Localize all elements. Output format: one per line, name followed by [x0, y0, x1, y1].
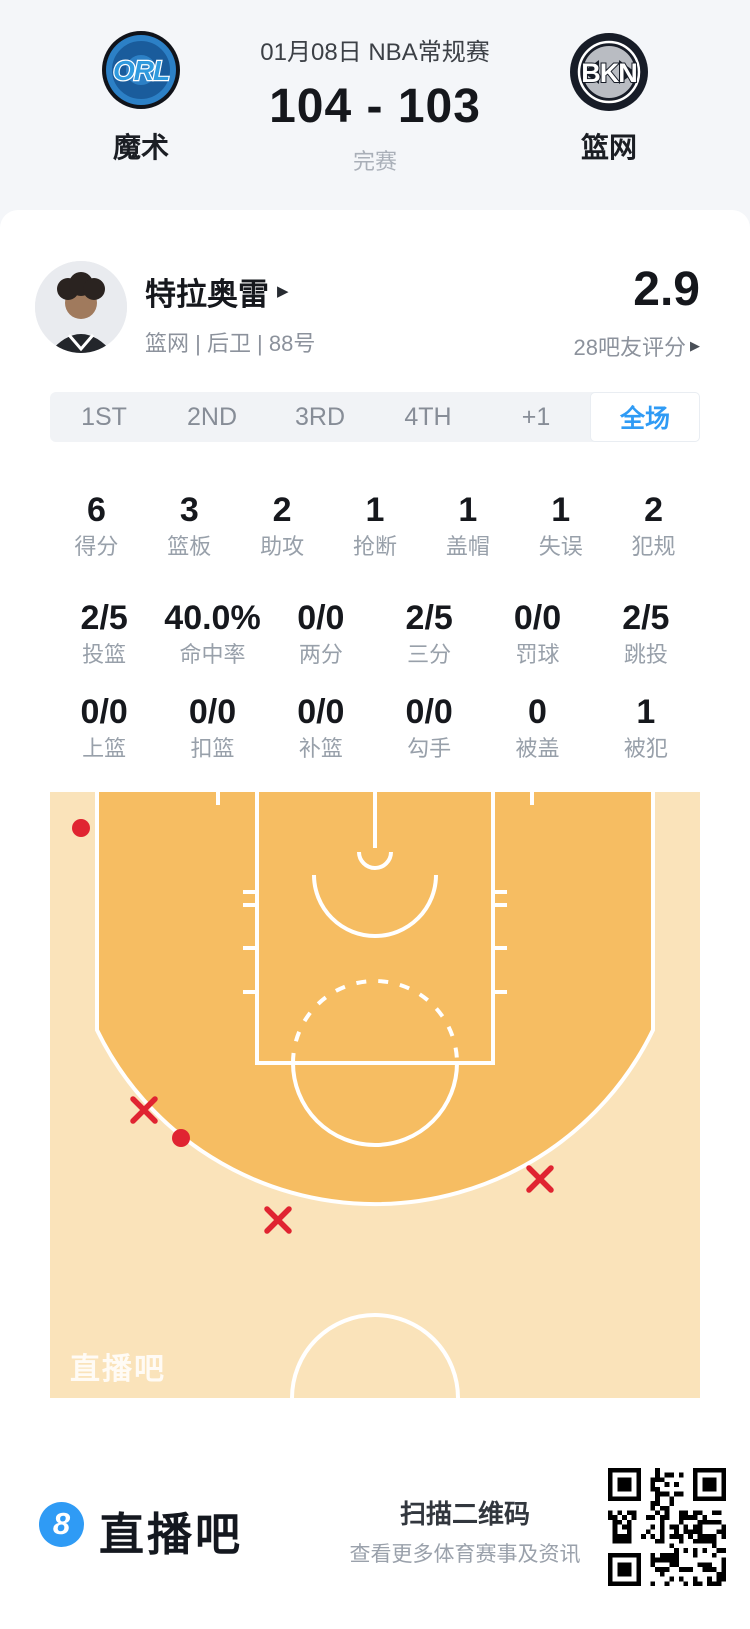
scan-hint: 扫描二维码 查看更多体育赛事及资讯: [340, 1499, 590, 1568]
shot-marker-layer: [72, 819, 554, 1234]
stat-dunk: 0/0 扣篮: [188, 693, 237, 761]
player-name-row[interactable]: 特拉奥雷 ▶: [145, 270, 289, 312]
home-team-name[interactable]: 魔术: [112, 132, 169, 163]
period-tabbar: 1ST 2ND 3RD 4TH +1 全场: [50, 392, 700, 442]
stat-putback: 0/0 补篮: [297, 693, 345, 761]
missed-shot-marker: [526, 1165, 554, 1193]
player-avatar-image: [35, 261, 127, 353]
match-status: 完赛: [352, 149, 397, 174]
free-throw-circle-solid: [291, 1062, 459, 1147]
qr-code: [608, 1468, 726, 1586]
svg-text:BKN: BKN: [581, 58, 637, 88]
player-meta: 篮网 | 后卫 | 88号: [145, 331, 316, 356]
brand-name: 直播吧: [99, 1509, 244, 1560]
team-logo-orl-icon[interactable]: ORL: [101, 30, 181, 110]
scan-subtitle: 查看更多体育赛事及资讯: [349, 1543, 581, 1566]
tab-4th[interactable]: 4TH: [404, 402, 452, 431]
missed-shot-marker: [130, 1096, 158, 1124]
stat-blocked: 0 被盖: [515, 693, 560, 761]
stat-turnovers: 1 失误: [538, 491, 583, 559]
tab-full[interactable]: 全场: [590, 392, 700, 442]
stat-2pt: 0/0 两分: [297, 599, 345, 667]
tab-1st[interactable]: 1ST: [81, 402, 127, 431]
stat-fouls: 2 犯规: [631, 491, 676, 559]
score-block: 01月08日 NBA常规赛 104 - 103 完赛: [185, 0, 565, 176]
restricted-area-arc: [312, 874, 438, 938]
stat-steals: 1 抢断: [352, 491, 397, 559]
stat-rebounds: 3 篮板: [167, 491, 212, 559]
court-watermark: 直播吧: [70, 1353, 166, 1386]
stat-3pt: 2/5 三分: [405, 599, 453, 667]
scan-title: 扫描二维码: [399, 1499, 530, 1529]
center-circle-arc: [290, 1313, 460, 1399]
lane-ticks-right: [493, 890, 507, 994]
baseline-ticks: [216, 792, 534, 805]
caret-right-icon: ▶: [690, 338, 700, 353]
stat-fg-pct: 40.0% 命中率: [164, 599, 261, 667]
stat-jumpshot: 2/5 跳投: [622, 599, 670, 667]
stat-row-shooting: 2/5 投篮 40.0% 命中率 0/0 两分 2/5 三分 0/0 罚球 2/5 跳投: [50, 598, 700, 668]
rating-link-label: 28吧友评分: [573, 335, 686, 360]
player-name: 特拉奥雷: [145, 276, 269, 312]
stat-assists: 2 助攻: [260, 491, 305, 559]
player-rating: 2.9: [633, 263, 700, 316]
missed-shot-marker: [264, 1206, 292, 1234]
match-score: 104 - 103: [269, 80, 481, 133]
made-shot-marker: [172, 1129, 190, 1147]
stat-layup: 0/0 上篮: [80, 693, 128, 761]
stat-fg: 2/5 投篮: [80, 599, 128, 667]
made-shot-marker: [72, 819, 90, 837]
three-point-line: [95, 792, 655, 1207]
shot-chart: 直播吧: [50, 792, 700, 1399]
tab-ot[interactable]: +1: [521, 402, 551, 431]
caret-right-icon: ▶: [277, 283, 289, 300]
svg-text:ORL: ORL: [113, 55, 169, 86]
stat-blocks: 1 盖帽: [445, 491, 490, 559]
away-team-name[interactable]: 篮网: [580, 132, 637, 163]
lane-ticks-left: [243, 890, 257, 994]
stat-row-shot-types: 0/0 上篮 0/0 扣篮 0/0 补篮 0/0 勾手 0 被盖 1 被犯: [50, 692, 700, 762]
stat-hook: 0/0 勾手: [405, 693, 453, 761]
team-logo-bkn-icon[interactable]: BKN: [569, 32, 649, 112]
rim-arc: [357, 851, 393, 870]
player-card: 特拉奥雷 ▶ 篮网 | 后卫 | 88号 2.9 28吧友评分 ▶ 1ST 2N…: [0, 210, 750, 1399]
match-date: 01月08日 NBA常规赛: [260, 39, 490, 66]
match-header: ORL BKN 魔术 篮网 01月08日 NBA常规赛 104 - 103 完赛: [0, 0, 750, 232]
stat-fouled: 1 被犯: [623, 693, 668, 761]
brand-logo-icon: 8: [39, 1502, 84, 1547]
paint-lines: [255, 792, 495, 1065]
rating-link[interactable]: 28吧友评分 ▶: [574, 330, 700, 362]
tab-2nd[interactable]: 2ND: [186, 402, 237, 431]
player-avatar[interactable]: [35, 261, 127, 353]
brand-logo-glyph: 8: [52, 1505, 71, 1541]
stat-row-main: 6 得分 3 篮板 2 助攻 1 抢断 1 盖帽 1 失误 2 犯规: [50, 490, 700, 560]
tab-3rd[interactable]: 3RD: [294, 402, 345, 431]
stat-ft: 0/0 罚球: [513, 599, 562, 667]
stat-points: 6 得分: [74, 491, 119, 559]
court-diagram: [50, 792, 700, 1399]
